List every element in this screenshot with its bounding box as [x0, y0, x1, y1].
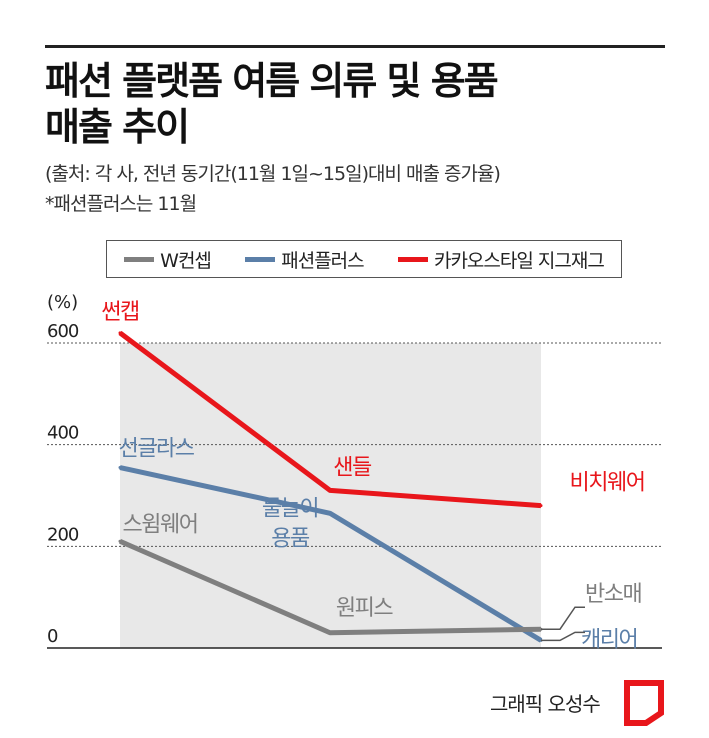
data-label: 샌들 [333, 455, 372, 480]
legend-label: 패션플러스 [281, 249, 364, 272]
y-tick-label: 0 [47, 626, 58, 647]
legend-item-zigzag: 카카오스타일 지그재그 [397, 246, 605, 273]
data-label-line: 물놀이 [262, 496, 318, 521]
y-tick-label: 200 [47, 524, 79, 545]
chart-subtitle: (출처: 각 사, 전년 동기간(11월 1일~15일)대비 매출 증가율) [45, 163, 501, 185]
data-label: 비치웨어 [570, 471, 645, 496]
data-label: 선글라스 [119, 437, 195, 462]
data-label-line: 썬캡 [101, 300, 138, 325]
data-label: 반소매 [585, 582, 641, 607]
data-label-line: 비치웨어 [570, 471, 645, 496]
graphic-credit: 그래픽 오성수 [490, 692, 601, 716]
data-point [328, 488, 332, 492]
chart-note: *패션플러스는 11월 [45, 193, 197, 215]
y-axis-unit-label: (%) [47, 292, 78, 313]
leader-line [541, 631, 585, 642]
y-tick-label: 400 [47, 423, 79, 444]
legend: W컨셉 패션플러스 카카오스타일 지그재그 [106, 240, 622, 278]
y-tick-label: 600 [47, 321, 79, 342]
data-point [328, 631, 332, 635]
data-point [328, 511, 332, 515]
data-label: 썬캡 [101, 300, 138, 325]
leader-line [541, 606, 585, 630]
data-label: 캐리어 [581, 627, 637, 652]
data-label-line: 원피스 [336, 596, 393, 621]
data-label-line: 선글라스 [119, 437, 195, 462]
data-point [118, 539, 122, 543]
legend-swatch [124, 256, 155, 262]
legend-label: 카카오스타일 지그재그 [433, 249, 605, 272]
chart-title: 패션 플랫폼 여름 의류 및 용품 매출 추이 [45, 59, 499, 149]
publisher-logo-icon [624, 680, 664, 726]
legend-swatch [245, 256, 276, 262]
data-point [539, 504, 543, 508]
legend-label: W컨셉 [160, 249, 212, 272]
top-rule [45, 45, 665, 48]
data-point [118, 331, 122, 335]
data-label-line: 샌들 [333, 455, 372, 480]
data-label-line: 스윔웨어 [123, 512, 198, 537]
data-label: 원피스 [336, 596, 393, 621]
legend-swatch [397, 256, 428, 262]
data-label-line: 용품 [271, 526, 310, 551]
data-label: 스윔웨어 [123, 512, 198, 537]
data-label-line: 반소매 [585, 582, 641, 607]
legend-item-wconcept: W컨셉 [124, 246, 212, 273]
data-point [118, 466, 122, 470]
legend-item-fashionplus: 패션플러스 [245, 246, 365, 273]
data-label-line: 캐리어 [581, 627, 637, 652]
